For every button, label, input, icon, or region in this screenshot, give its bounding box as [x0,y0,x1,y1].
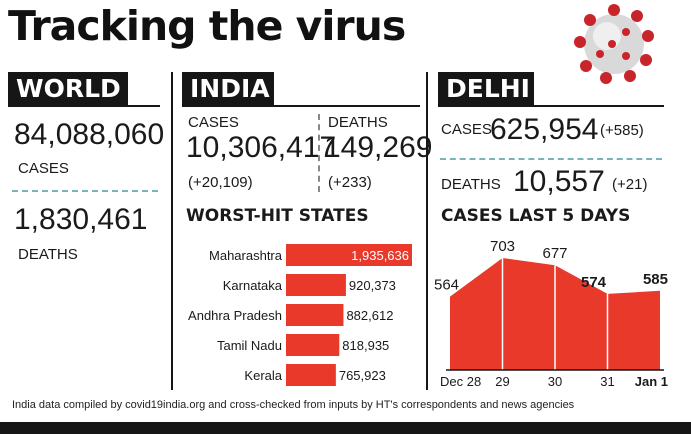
india-cases-label: CASES [188,114,239,131]
state-category-label: Andhra Pradesh [188,308,282,323]
india-stat-divider [318,114,320,192]
footer-bar [0,422,691,434]
state-bar [286,274,346,296]
value-label: 703 [490,238,515,255]
x-tick-label: 30 [548,374,562,389]
india-deaths-value: 149,269 [324,131,433,164]
india-header-rule [182,105,420,107]
delhi-cases-label: CASES [441,121,492,138]
state-value-label: 882,612 [346,308,393,323]
delhi-header: DELHI [438,72,534,106]
value-label: 564 [434,277,459,294]
worst-hit-states-chart: Maharashtra 1,935,636 Karnataka 920,373 Andh… [188,244,412,386]
india-deaths-label: DEATHS [328,114,388,131]
page-title: Tracking the virus [8,2,406,50]
india-header: INDIA [182,72,274,106]
state-category-label: Maharashtra [209,248,283,263]
x-tick-label: 29 [495,374,509,389]
delhi-cases-value: 625,954 [490,113,599,146]
cases-last-5-days-chart: 564 Dec 28 703 29 677 30 574 31 585 Jan 1 [434,238,668,389]
india-deaths-delta: (+233) [328,174,372,191]
state-bar [286,244,412,266]
state-value-label: 1,935,636 [351,248,409,263]
cases-last-5-days-title: CASES LAST 5 DAYS [441,206,631,226]
worst-hit-title: WORST-HIT STATES [186,206,369,226]
state-bar [286,334,340,356]
world-divider [12,190,158,192]
delhi-deaths-delta: (+21) [612,176,648,193]
x-tick-label: Dec 28 [440,374,481,389]
delhi-deaths-value: 10,557 [513,165,605,198]
value-label: 585 [643,271,668,288]
state-value-label: 818,935 [342,338,389,353]
state-value-label: 765,923 [339,368,386,383]
footer-note: India data compiled by covid19india.org … [12,399,575,411]
delhi-deaths-label: DEATHS [441,176,501,193]
value-label: 574 [581,274,607,291]
column-divider-2 [426,72,428,390]
world-deaths-value: 1,830,461 [14,203,148,236]
state-category-label: Tamil Nadu [217,338,282,353]
world-header: WORLD [8,72,128,106]
state-value-label: 920,373 [349,278,396,293]
coronavirus-icon [574,4,654,84]
delhi-header-rule [438,105,664,107]
world-header-rule [8,105,160,107]
x-tick-label: Jan 1 [635,374,668,389]
india-cases-value: 10,306,417 [186,131,337,164]
value-label: 677 [542,245,567,262]
world-cases-value: 84,088,060 [14,118,165,151]
state-bar [286,304,344,326]
state-category-label: Karnataka [223,278,283,293]
india-cases-delta: (+20,109) [188,174,253,191]
column-divider [171,72,173,390]
delhi-divider [440,158,662,160]
world-deaths-label: DEATHS [18,246,78,263]
state-category-label: Kerala [244,368,282,383]
x-tick-label: 31 [600,374,614,389]
world-cases-label: CASES [18,160,69,177]
state-bar [286,364,336,386]
delhi-cases-delta: (+585) [600,122,644,139]
